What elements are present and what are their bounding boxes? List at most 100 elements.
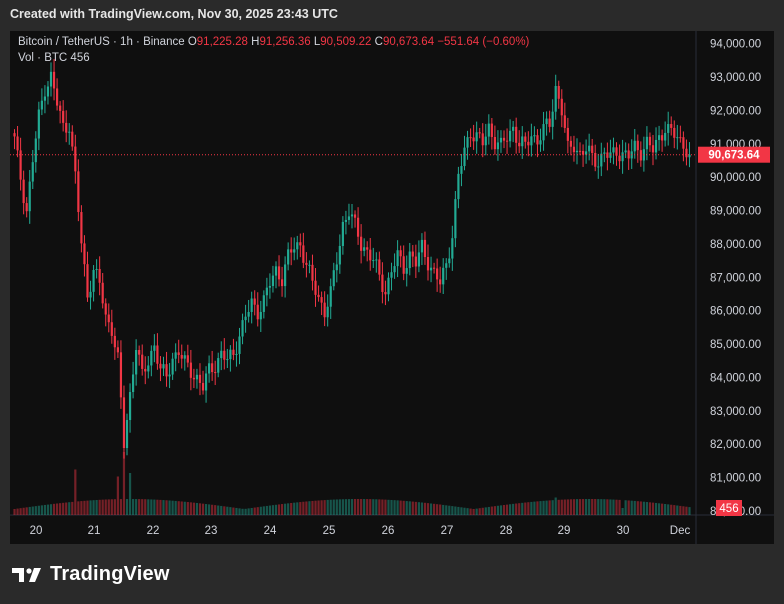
- volume-bar: [533, 501, 536, 515]
- candle-body: [436, 268, 439, 280]
- symbol-label[interactable]: Bitcoin / TetherUS · 1h · Binance: [18, 36, 185, 48]
- candle-body: [639, 150, 642, 161]
- candle-body: [71, 131, 74, 147]
- volume-bar: [162, 500, 165, 515]
- volume-label[interactable]: Vol · BTC: [18, 52, 68, 64]
- candle-body: [396, 250, 399, 267]
- candle-body: [636, 140, 639, 151]
- volume-bar: [578, 499, 582, 515]
- candle-body: [563, 115, 566, 128]
- candle-body: [490, 123, 493, 137]
- volume-bar: [92, 500, 95, 515]
- volume-bar: [508, 504, 512, 515]
- y-tick-label: 92,000.00: [710, 105, 761, 117]
- candle-body: [235, 353, 238, 355]
- volume-bar: [469, 508, 472, 515]
- candle-body: [229, 349, 232, 360]
- volume-bar: [329, 499, 332, 515]
- volume-bar: [554, 497, 557, 515]
- candle-body: [156, 345, 159, 364]
- volume-bar: [411, 501, 414, 515]
- candle-body: [545, 118, 548, 125]
- candle-body: [220, 350, 223, 359]
- candle-body: [271, 275, 275, 287]
- candle-body: [192, 377, 196, 380]
- volume-bar: [131, 499, 135, 515]
- volume-bar: [98, 499, 101, 515]
- volume-bar: [627, 500, 630, 515]
- volume-bar: [557, 499, 560, 515]
- volume-bar: [135, 499, 138, 515]
- volume-bar: [575, 499, 579, 515]
- candle-body: [390, 272, 393, 278]
- volume-bar: [448, 505, 451, 515]
- candle-body: [125, 420, 129, 449]
- volume-bar: [463, 507, 466, 515]
- volume-bar: [192, 502, 196, 515]
- volume-bar: [381, 499, 384, 515]
- last-price-tag: [698, 146, 770, 163]
- volume-bar: [198, 503, 202, 515]
- candle-body: [49, 71, 53, 87]
- volume-bar: [414, 501, 417, 515]
- candle-body: [25, 203, 28, 212]
- volume-bar: [226, 506, 229, 515]
- volume-bar: [217, 505, 220, 515]
- volume-bar: [618, 499, 621, 515]
- y-tick-label: 83,000.00: [710, 406, 761, 418]
- tradingview-brand[interactable]: TradingView: [12, 563, 170, 586]
- candle-body: [34, 138, 37, 163]
- y-tick-label: 89,000.00: [710, 206, 761, 218]
- candle-body: [575, 150, 579, 153]
- candle-body: [633, 140, 636, 152]
- candle-body: [512, 126, 515, 131]
- candle-body: [253, 298, 256, 305]
- tradingview-logo-icon: [12, 567, 41, 582]
- candle-body: [241, 320, 244, 337]
- volume-bar: [305, 501, 308, 515]
- close-value: 90,673.64: [382, 36, 435, 48]
- candle-body: [581, 150, 585, 155]
- price-chart[interactable]: 80,000.0081,000.0082,000.0083,000.0084,0…: [10, 31, 774, 544]
- candle-body: [350, 214, 354, 217]
- volume-bar: [512, 503, 515, 515]
- volume-bar: [612, 499, 615, 515]
- volume-bar: [399, 500, 402, 515]
- volume-bar: [37, 505, 40, 515]
- candle-body: [673, 127, 676, 138]
- volume-bar: [624, 500, 627, 515]
- candle-body: [442, 267, 445, 285]
- candle-body: [667, 124, 670, 133]
- volume-bar: [71, 501, 74, 515]
- volume-bar: [661, 503, 664, 515]
- x-tick-label: 30: [617, 525, 630, 537]
- candle-body: [80, 212, 83, 244]
- volume-bar: [223, 506, 226, 515]
- volume-bar: [378, 499, 381, 515]
- candle-body: [387, 277, 390, 295]
- x-tick-label: 23: [205, 525, 218, 537]
- volume-bar: [475, 508, 478, 515]
- volume-bar: [445, 505, 448, 515]
- volume-bar: [439, 504, 442, 515]
- volume-bar: [539, 501, 542, 515]
- volume-bar: [77, 501, 80, 515]
- volume-bar: [344, 499, 348, 515]
- volume-bar: [633, 500, 636, 515]
- volume-bar: [673, 505, 676, 515]
- volume-bar: [606, 499, 609, 515]
- candle-body: [320, 297, 323, 303]
- candle-body: [128, 392, 132, 421]
- volume-bar: [153, 499, 156, 515]
- candle-body: [399, 250, 402, 257]
- candle-body: [624, 150, 627, 153]
- candle-body: [417, 252, 420, 267]
- candle-body: [183, 355, 186, 359]
- volume-bar: [16, 508, 19, 515]
- y-tick-label: 81,000.00: [710, 473, 761, 485]
- volume-bar: [451, 506, 454, 515]
- volume-bar: [600, 499, 603, 515]
- candle-body: [284, 264, 287, 287]
- candle-body: [508, 130, 512, 142]
- chart-panel[interactable]: 80,000.0081,000.0082,000.0083,000.0084,0…: [10, 31, 774, 544]
